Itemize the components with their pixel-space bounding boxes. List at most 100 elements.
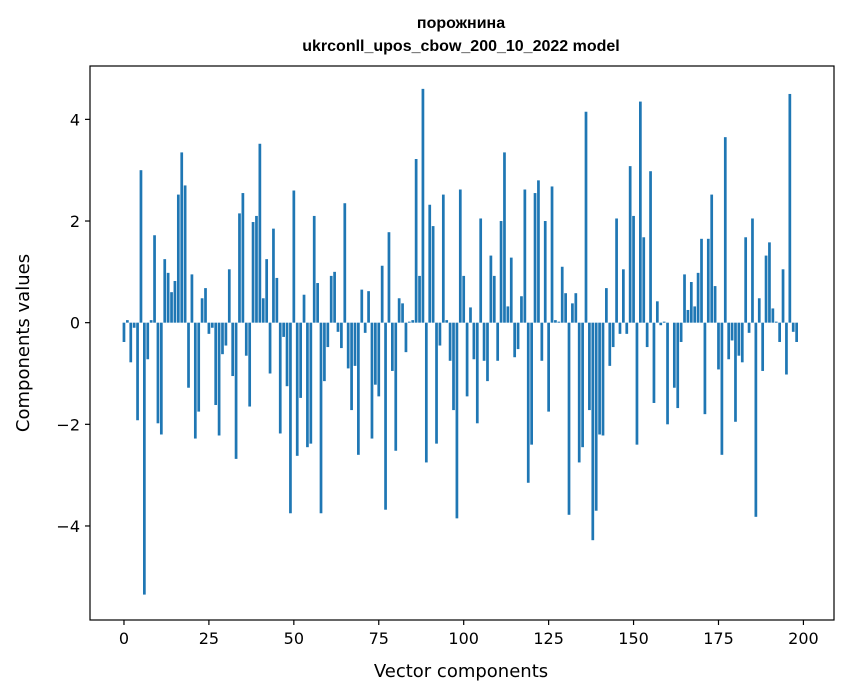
- bar: [479, 218, 483, 323]
- bar: [176, 194, 180, 323]
- bar: [526, 322, 530, 483]
- bar: [248, 322, 252, 407]
- bar: [441, 194, 445, 323]
- bar: [554, 320, 557, 323]
- bar: [717, 322, 720, 370]
- bar: [384, 322, 387, 510]
- bar: [241, 193, 245, 323]
- bar: [455, 322, 459, 519]
- bar: [686, 309, 690, 323]
- bar: [438, 322, 442, 346]
- bar: [577, 322, 581, 463]
- bar: [367, 291, 370, 323]
- bar: [200, 298, 204, 323]
- bar: [530, 322, 533, 445]
- bar: [193, 322, 197, 439]
- x-tick-label: 175: [703, 629, 734, 648]
- bar: [509, 257, 513, 323]
- x-tick-label: 150: [618, 629, 649, 648]
- bar: [326, 322, 330, 348]
- bar: [744, 237, 748, 323]
- bar: [696, 272, 700, 323]
- bar: [581, 322, 584, 448]
- bar: [452, 322, 455, 411]
- bar: [496, 322, 500, 361]
- bar: [244, 322, 248, 356]
- bar: [523, 189, 527, 323]
- bar: [520, 296, 523, 323]
- bar: [340, 322, 343, 349]
- bar: [435, 322, 438, 444]
- bar: [343, 203, 347, 323]
- bar: [557, 321, 561, 323]
- bar: [591, 322, 595, 541]
- y-tick-label: −4: [56, 517, 80, 536]
- bar: [173, 280, 177, 323]
- bar: [170, 292, 173, 323]
- bar: [159, 322, 163, 435]
- y-axis-label: Components values: [13, 254, 34, 432]
- bar: [149, 320, 153, 323]
- bar: [370, 322, 374, 439]
- x-tick-label: 50: [284, 629, 304, 648]
- bar: [210, 322, 214, 328]
- bar: [492, 275, 496, 323]
- bar: [299, 322, 302, 398]
- x-tick-label: 75: [369, 629, 389, 648]
- bar: [622, 269, 625, 323]
- bar: [588, 322, 591, 411]
- bar: [122, 322, 126, 342]
- bar: [129, 322, 133, 363]
- bar: [407, 321, 411, 323]
- bar: [584, 111, 588, 323]
- bar: [472, 322, 476, 360]
- plot-frame: [89, 65, 835, 621]
- bar: [605, 288, 608, 323]
- x-axis-ticks: 0 25 50 75 100 125 150 175 200: [119, 620, 819, 648]
- bar: [781, 269, 785, 323]
- bar: [353, 322, 357, 366]
- bar: [703, 322, 707, 415]
- bar: [404, 322, 408, 353]
- bar: [693, 306, 697, 323]
- bar: [224, 322, 228, 346]
- bar: [713, 286, 717, 323]
- bar: [139, 170, 143, 323]
- bar: [730, 322, 734, 341]
- bar: [533, 193, 537, 323]
- chart-subtitle: ukrconll_upos_cbow_200_10_2022 model: [302, 38, 619, 55]
- bar: [462, 275, 466, 323]
- bar: [662, 321, 666, 323]
- bar: [710, 194, 714, 323]
- bar: [628, 166, 632, 323]
- bar: [747, 322, 751, 333]
- bar: [785, 322, 788, 375]
- bar: [679, 322, 683, 342]
- bar: [672, 322, 676, 388]
- bar: [764, 255, 768, 323]
- bar: [751, 218, 754, 323]
- bar: [560, 266, 564, 323]
- bar: [639, 101, 642, 323]
- bar: [723, 137, 727, 323]
- bar: [543, 221, 547, 323]
- bar: [652, 322, 656, 403]
- bar: [574, 293, 578, 323]
- bar: [465, 322, 469, 397]
- bar: [197, 322, 201, 412]
- chart-title: порожнина: [417, 15, 505, 32]
- bar: [316, 283, 319, 323]
- bar: [421, 88, 425, 323]
- bar: [227, 269, 231, 323]
- bar: [275, 277, 279, 323]
- y-tick-label: 0: [70, 314, 80, 333]
- bar: [153, 235, 156, 323]
- bar: [261, 298, 265, 323]
- bar: [486, 322, 489, 382]
- bar: [231, 322, 235, 377]
- bar: [540, 322, 544, 361]
- bar: [126, 320, 129, 323]
- bar: [428, 204, 432, 323]
- bar: [302, 294, 306, 323]
- bar: [323, 322, 326, 382]
